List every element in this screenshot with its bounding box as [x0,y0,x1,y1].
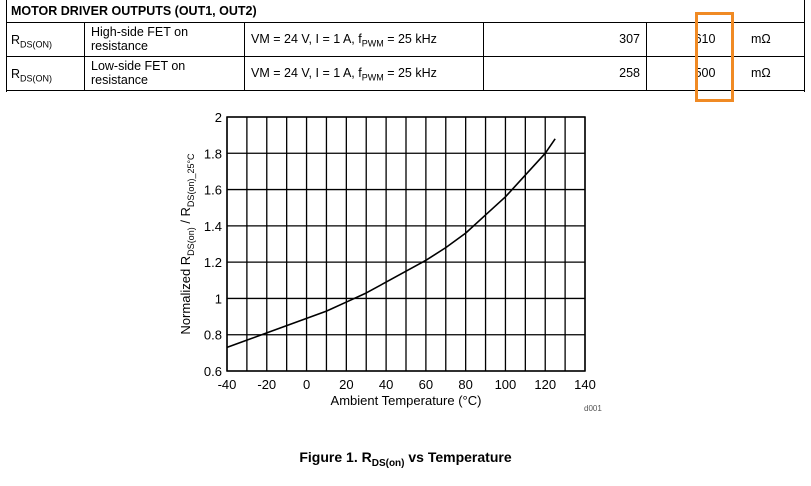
unit-value: mΩ [751,32,771,46]
test-condition: VM = 24 V, I = 1 A, fPWM = 25 kHz [251,32,437,49]
chart-tick-labels: -40 -20 0 20 40 60 80 100 120 140 0.6 0.8 1 1.2 1.4 1.6… [204,110,596,392]
x-tick-label: 140 [574,377,596,392]
param-symbol: RDS(ON) [11,33,53,50]
y-tick-label: 1.2 [204,255,222,270]
test-condition: VM = 24 V, I = 1 A, fPWM = 25 kHz [251,66,437,83]
table-section-header: MOTOR DRIVER OUTPUTS (OUT1, OUT2) [6,0,805,23]
param-description: High-side FET on resistance [91,25,189,53]
y-tick-label: 0.8 [204,328,222,343]
table-right-border [804,0,805,92]
y-tick-label: 1.4 [204,219,222,234]
figure-code: d001 [584,404,602,413]
x-axis-label: Ambient Temperature (°C) [331,393,482,408]
y-tick-label: 1.6 [204,183,222,198]
plot-frame [226,116,586,372]
column-divider [244,57,245,90]
x-tick-label: 60 [419,377,433,392]
table-row: RDS(ON) High-side FET on resistance VM =… [6,23,805,57]
y-tick-label: 2 [215,110,222,125]
y-tick-label: 1.8 [204,146,222,161]
x-tick-label: 120 [534,377,556,392]
figure-caption: Figure 1. RDS(on) vs Temperature [299,449,512,469]
x-tick-label: 40 [379,377,393,392]
typ-value: 258 [619,66,640,80]
section-title: MOTOR DRIVER OUTPUTS (OUT1, OUT2) [11,4,257,18]
x-tick-label: 80 [458,377,472,392]
x-tick-label: -40 [218,377,237,392]
column-divider [84,57,85,90]
column-divider [483,57,484,90]
x-tick-label: 0 [303,377,310,392]
x-tick-label: -20 [257,377,276,392]
max-column-highlight [695,12,734,102]
column-divider [84,23,85,56]
typ-value: 307 [619,32,640,46]
table-row: RDS(ON) Low-side FET on resistance VM = … [6,57,805,91]
y-tick-label: 0.6 [204,364,222,379]
column-divider [483,23,484,56]
column-divider [244,23,245,56]
unit-value: mΩ [751,66,771,80]
param-symbol: RDS(ON) [11,67,53,84]
x-tick-label: 100 [495,377,517,392]
x-tick-label: 20 [339,377,353,392]
column-divider [646,23,647,56]
max-value: 610 [694,32,716,46]
y-tick-label: 1 [215,291,222,306]
chart-series [226,138,556,349]
param-description: Low-side FET on resistance [91,59,186,87]
column-divider [646,57,647,90]
y-axis-label: Normalized RDS(on) / RDS(on)_25°C [178,153,196,335]
max-value: 500 [694,66,716,80]
chart-grid [226,116,586,372]
rdson-curve [226,138,556,349]
table-left-border [6,0,7,92]
